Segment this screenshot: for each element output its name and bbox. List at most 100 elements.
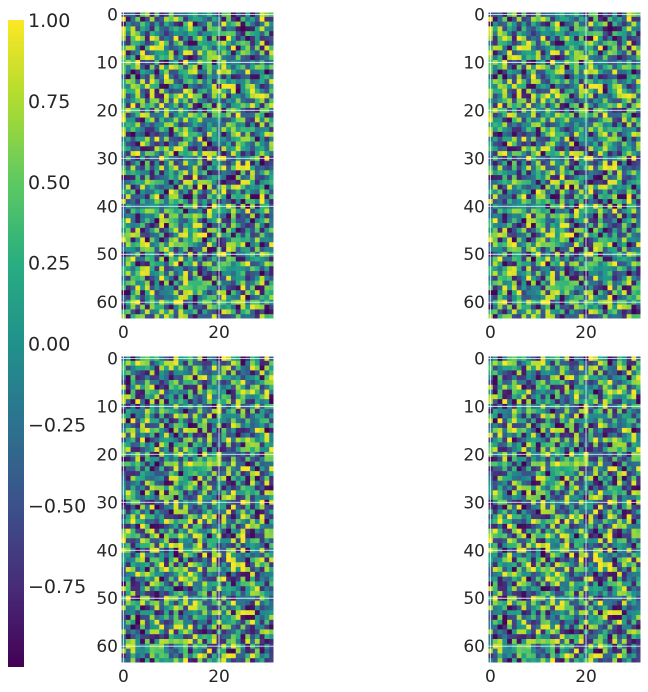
heatmap-cell bbox=[602, 141, 608, 147]
heatmap-cell bbox=[535, 165, 541, 171]
heatmap-cell bbox=[550, 184, 556, 190]
heatmap-cell bbox=[617, 199, 623, 205]
heatmap-cell bbox=[497, 83, 503, 90]
heatmap-cell bbox=[545, 146, 551, 152]
heatmap-cell bbox=[574, 232, 580, 238]
heatmap-cell bbox=[154, 141, 160, 147]
heatmap-cell bbox=[578, 242, 584, 248]
heatmap-cell bbox=[607, 112, 613, 118]
heatmap-cell bbox=[159, 427, 165, 434]
heatmap-cell bbox=[588, 69, 594, 75]
heatmap-cell bbox=[612, 247, 618, 253]
heatmap-cell bbox=[578, 218, 584, 224]
heatmap-cell bbox=[516, 141, 522, 147]
heatmap-cell bbox=[154, 285, 160, 291]
heatmap-cell bbox=[259, 384, 265, 390]
heatmap-cell bbox=[593, 16, 599, 22]
heatmap-cell bbox=[507, 237, 513, 243]
heatmap-cell bbox=[521, 21, 527, 27]
heatmap-cell bbox=[597, 223, 604, 229]
heatmap-cell bbox=[178, 275, 184, 281]
heatmap-cell bbox=[149, 117, 155, 123]
heatmap-cell bbox=[259, 365, 265, 371]
heatmap-cell bbox=[554, 295, 561, 301]
heatmap-cell bbox=[168, 208, 174, 214]
heatmap-cell bbox=[173, 237, 179, 243]
heatmap-cell bbox=[607, 309, 613, 315]
heatmap-cell bbox=[564, 295, 570, 301]
heatmap-cell bbox=[164, 384, 170, 390]
heatmap-cell bbox=[125, 375, 131, 381]
heatmap-cell bbox=[597, 247, 604, 253]
heatmap-cell bbox=[559, 199, 565, 205]
heatmap-cell bbox=[159, 175, 165, 181]
heatmap-cell bbox=[183, 165, 189, 171]
heatmap-cell bbox=[564, 55, 570, 61]
heatmap-cell bbox=[264, 399, 270, 405]
heatmap-cell bbox=[168, 88, 174, 94]
heatmap-cell bbox=[254, 98, 261, 104]
heatmap-cell bbox=[168, 175, 174, 181]
heatmap-cell bbox=[230, 471, 237, 477]
heatmap-cell bbox=[521, 131, 527, 138]
heatmap-cell bbox=[226, 423, 232, 429]
heatmap-cell bbox=[578, 275, 584, 281]
heatmap-cell bbox=[202, 399, 208, 405]
heatmap-cell bbox=[264, 290, 270, 296]
heatmap-cell bbox=[259, 98, 265, 104]
heatmap-cell bbox=[569, 146, 575, 152]
heatmap-cell bbox=[183, 461, 189, 467]
heatmap-cell bbox=[173, 79, 179, 85]
heatmap-cell bbox=[588, 199, 594, 205]
heatmap-cell bbox=[564, 290, 570, 296]
heatmap-cell bbox=[125, 83, 131, 90]
heatmap-cell bbox=[240, 69, 246, 75]
heatmap-cell bbox=[516, 16, 522, 22]
heatmap-cell bbox=[511, 103, 518, 109]
heatmap-cell bbox=[159, 447, 165, 453]
heatmap-cell bbox=[168, 237, 174, 243]
heatmap-cell bbox=[197, 189, 203, 195]
heatmap-cell bbox=[187, 423, 194, 429]
heatmap-cell bbox=[207, 314, 213, 320]
heatmap-cell bbox=[588, 314, 594, 320]
heatmap-cell bbox=[192, 218, 198, 224]
heatmap-cell bbox=[540, 285, 546, 291]
heatmap-cell bbox=[159, 136, 165, 142]
heatmap-cell bbox=[154, 471, 160, 477]
heatmap-cell bbox=[526, 309, 532, 315]
heatmap-cell bbox=[144, 98, 151, 104]
heatmap-cell bbox=[202, 50, 208, 56]
heatmap-cell bbox=[211, 365, 217, 371]
heatmap-cell bbox=[183, 179, 189, 186]
heatmap-cell bbox=[159, 471, 165, 477]
heatmap-cell bbox=[507, 285, 513, 291]
heatmap-cell bbox=[564, 79, 570, 85]
heatmap-cell bbox=[221, 247, 227, 253]
heatmap-cell bbox=[531, 35, 537, 42]
heatmap-cell bbox=[149, 40, 155, 46]
heatmap-cell bbox=[207, 432, 213, 438]
heatmap-cell bbox=[159, 26, 165, 32]
heatmap-cell bbox=[264, 432, 270, 438]
heatmap-cell bbox=[617, 69, 623, 75]
heatmap-cell bbox=[602, 213, 608, 219]
heatmap-cell bbox=[245, 112, 251, 118]
heatmap-cell bbox=[545, 237, 551, 243]
heatmap-cell bbox=[264, 423, 270, 429]
heatmap-cell bbox=[569, 304, 575, 310]
heatmap-cell bbox=[626, 275, 632, 281]
heatmap-cell bbox=[578, 55, 584, 61]
heatmap-cell bbox=[159, 285, 165, 291]
heatmap-cell bbox=[559, 170, 565, 176]
heatmap-cell bbox=[578, 26, 584, 32]
heatmap-cell bbox=[492, 131, 498, 138]
heatmap-cell bbox=[168, 218, 174, 224]
heatmap-cell bbox=[125, 227, 131, 234]
heatmap-cell bbox=[187, 199, 194, 205]
heatmap-cell bbox=[140, 26, 146, 32]
heatmap-cell bbox=[125, 69, 131, 75]
heatmap-cell bbox=[550, 21, 556, 27]
heatmap-cell bbox=[168, 227, 174, 234]
heatmap-cell bbox=[183, 261, 189, 267]
